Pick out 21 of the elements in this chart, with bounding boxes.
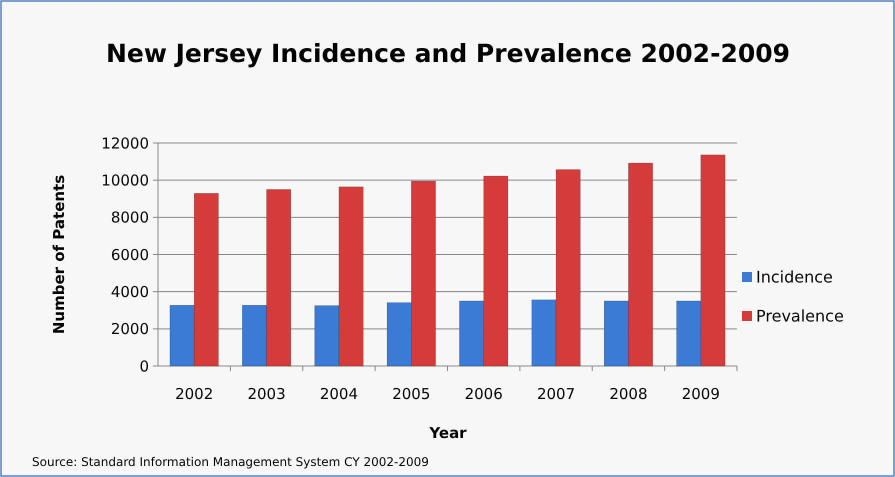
y-tick-label: 2000 [110,320,149,338]
y-tick-label: 8000 [110,208,149,227]
x-tick-label: 2004 [320,385,358,403]
x-tick-label: 2005 [392,385,430,403]
chart-title: New Jersey Incidence and Prevalence 2002-2009 [106,39,790,68]
y-tick-label: 0 [139,357,149,376]
y-tick-label: 4000 [110,282,149,301]
x-tick-label: 2007 [536,385,576,403]
x-tick-label: 2009 [682,385,720,403]
legend-label: Prevalence [756,306,844,326]
x-tick-label: 2008 [609,385,648,403]
x-tick-label: 2006 [464,385,503,403]
y-axis-title: Number of Patents [50,174,68,334]
y-tick-label: 10000 [101,171,149,190]
y-tick-label: 6000 [110,246,149,264]
x-tick-label: 2002 [175,385,214,403]
x-axis-title: Year [428,424,468,442]
x-tick-label: 2003 [247,385,286,403]
source-note: Source: Standard Information Management System CY 2002-2009 [32,455,429,469]
legend-label: Incidence [756,268,833,287]
y-tick-label: 12000 [101,134,149,152]
